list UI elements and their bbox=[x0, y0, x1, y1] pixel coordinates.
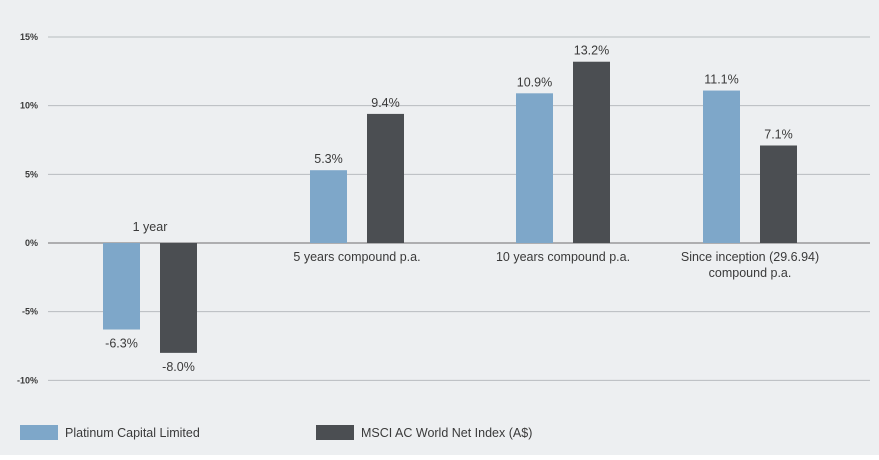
y-tick-label: -5% bbox=[22, 307, 38, 317]
data-label: -6.3% bbox=[105, 337, 138, 351]
bar bbox=[160, 243, 197, 353]
data-labels: -6.3% -8.0% 5.3% 9.4% 10.9% 13.2% 11.1% 7.1% bbox=[105, 44, 793, 374]
bar bbox=[103, 243, 140, 330]
legend: Platinum Capital Limited MSCI AC World Ne… bbox=[20, 425, 532, 440]
y-tick-label: 5% bbox=[25, 169, 38, 179]
data-label: 5.3% bbox=[314, 152, 343, 166]
data-label: -8.0% bbox=[162, 360, 195, 374]
category-label: Since inception (29.6.94) compound p.a. bbox=[681, 250, 819, 280]
bar bbox=[516, 93, 553, 243]
category-label: 1 year bbox=[133, 220, 168, 234]
category-labels: 1 year 5 years compound p.a. 10 years comp… bbox=[133, 220, 820, 280]
bar bbox=[367, 113, 404, 243]
bars bbox=[103, 61, 797, 353]
data-label: 10.9% bbox=[517, 75, 552, 89]
legend-swatch bbox=[20, 425, 58, 440]
y-tick-label: 0% bbox=[25, 238, 38, 248]
legend-label: Platinum Capital Limited bbox=[65, 426, 200, 440]
bar bbox=[703, 90, 740, 243]
category-label: 10 years compound p.a. bbox=[496, 250, 630, 264]
data-label: 9.4% bbox=[371, 96, 400, 110]
y-tick-label: -10% bbox=[17, 375, 38, 385]
legend-item: MSCI AC World Net Index (A$) bbox=[316, 425, 532, 440]
category-label: 5 years compound p.a. bbox=[293, 250, 420, 264]
data-label: 11.1% bbox=[704, 73, 739, 87]
data-label: 13.2% bbox=[574, 44, 609, 58]
legend-label: MSCI AC World Net Index (A$) bbox=[361, 426, 532, 440]
bar bbox=[310, 170, 347, 243]
y-axis-ticks: 15% 10% 5% 0% -5% -10% bbox=[17, 32, 38, 385]
y-tick-label: 15% bbox=[20, 32, 38, 42]
y-tick-label: 10% bbox=[20, 101, 38, 111]
bar bbox=[573, 61, 610, 243]
legend-swatch bbox=[316, 425, 354, 440]
legend-item: Platinum Capital Limited bbox=[20, 425, 200, 440]
bar bbox=[760, 145, 797, 243]
data-label: 7.1% bbox=[764, 127, 793, 141]
